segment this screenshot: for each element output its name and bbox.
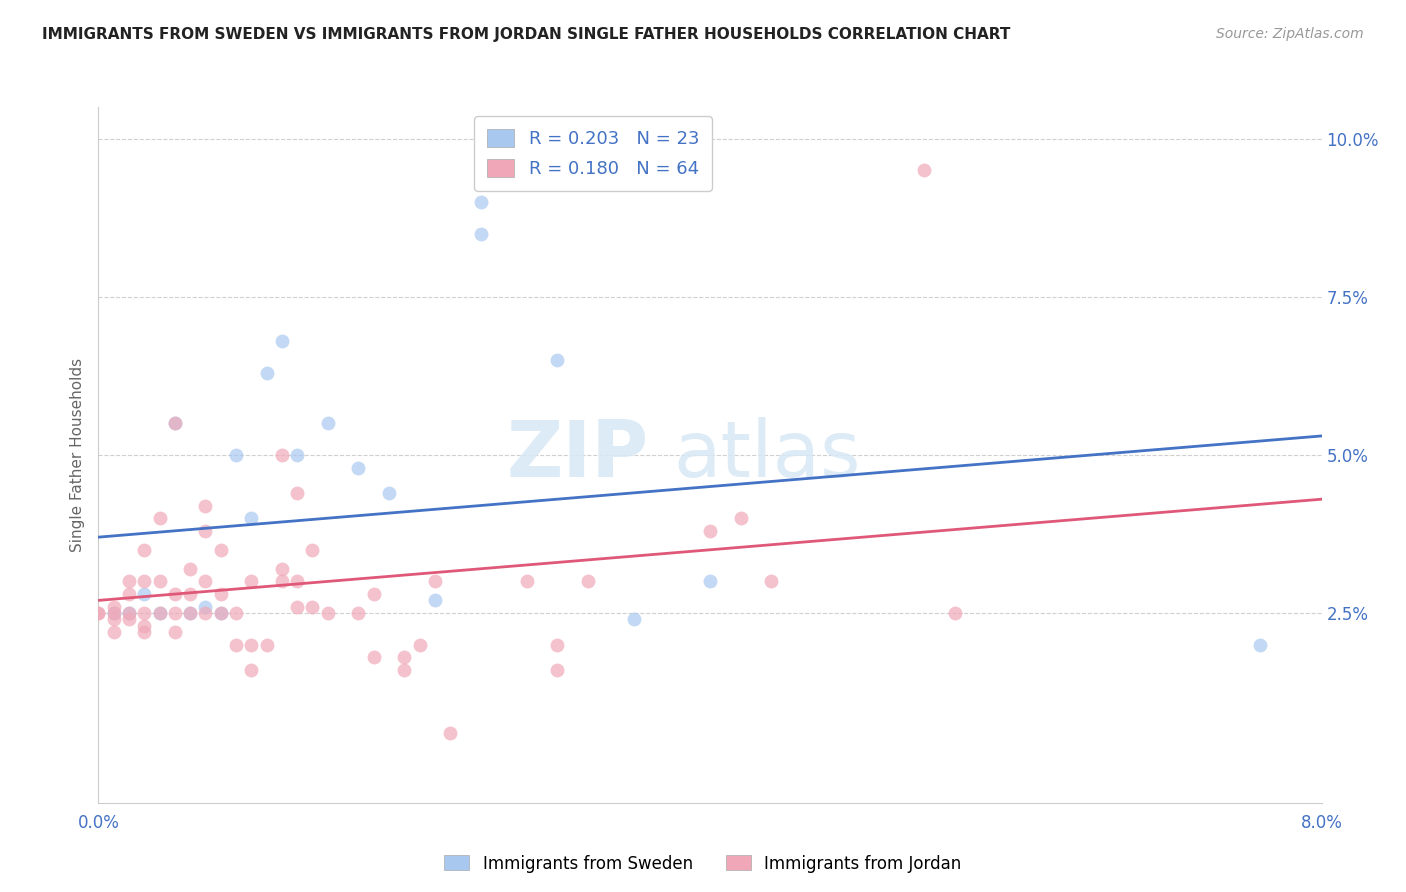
Text: Source: ZipAtlas.com: Source: ZipAtlas.com bbox=[1216, 27, 1364, 41]
Point bbox=[134, 574, 156, 589]
Point bbox=[270, 334, 294, 348]
Point bbox=[285, 599, 308, 614]
Point bbox=[103, 599, 125, 614]
Point bbox=[392, 650, 416, 665]
Point bbox=[546, 638, 568, 652]
Point bbox=[285, 486, 308, 500]
Legend: Immigrants from Sweden, Immigrants from Jordan: Immigrants from Sweden, Immigrants from … bbox=[437, 848, 969, 880]
Point bbox=[149, 511, 172, 525]
Point bbox=[134, 625, 156, 640]
Point bbox=[225, 606, 247, 620]
Text: atlas: atlas bbox=[673, 417, 860, 493]
Point bbox=[103, 625, 125, 640]
Text: IMMIGRANTS FROM SWEDEN VS IMMIGRANTS FROM JORDAN SINGLE FATHER HOUSEHOLDS CORREL: IMMIGRANTS FROM SWEDEN VS IMMIGRANTS FRO… bbox=[42, 27, 1011, 42]
Y-axis label: Single Father Households: Single Father Households bbox=[69, 358, 84, 552]
Point bbox=[225, 448, 247, 462]
Point bbox=[240, 663, 263, 677]
Point bbox=[179, 587, 201, 601]
Point bbox=[149, 574, 172, 589]
Point bbox=[87, 606, 110, 620]
Point bbox=[209, 606, 232, 620]
Point bbox=[470, 227, 492, 241]
Text: ZIP: ZIP bbox=[506, 417, 650, 493]
Point bbox=[179, 606, 201, 620]
Point bbox=[347, 606, 370, 620]
Point bbox=[699, 574, 721, 589]
Point bbox=[163, 625, 186, 640]
Point bbox=[1249, 638, 1271, 652]
Point bbox=[408, 638, 430, 652]
Point bbox=[623, 612, 645, 626]
Point bbox=[363, 587, 385, 601]
Point bbox=[118, 612, 141, 626]
Point bbox=[194, 606, 217, 620]
Point bbox=[194, 499, 217, 513]
Point bbox=[730, 511, 752, 525]
Point bbox=[209, 542, 232, 557]
Point bbox=[546, 353, 568, 368]
Point bbox=[576, 574, 599, 589]
Point bbox=[118, 574, 141, 589]
Point bbox=[179, 562, 201, 576]
Point bbox=[194, 599, 217, 614]
Point bbox=[87, 606, 110, 620]
Point bbox=[118, 587, 141, 601]
Point bbox=[270, 574, 294, 589]
Point bbox=[285, 574, 308, 589]
Point bbox=[118, 606, 141, 620]
Point bbox=[103, 606, 125, 620]
Point bbox=[301, 599, 323, 614]
Point bbox=[301, 542, 323, 557]
Point bbox=[179, 606, 201, 620]
Point bbox=[163, 587, 186, 601]
Point bbox=[912, 163, 935, 178]
Point bbox=[103, 606, 125, 620]
Point bbox=[378, 486, 401, 500]
Point bbox=[118, 606, 141, 620]
Point bbox=[256, 638, 278, 652]
Point bbox=[256, 366, 278, 380]
Point bbox=[134, 618, 156, 632]
Point bbox=[103, 612, 125, 626]
Point bbox=[347, 460, 370, 475]
Point bbox=[759, 574, 782, 589]
Point bbox=[149, 606, 172, 620]
Point bbox=[163, 417, 186, 431]
Point bbox=[134, 587, 156, 601]
Point bbox=[225, 638, 247, 652]
Point bbox=[240, 638, 263, 652]
Point bbox=[363, 650, 385, 665]
Point bbox=[134, 606, 156, 620]
Point bbox=[240, 574, 263, 589]
Point bbox=[316, 606, 339, 620]
Point bbox=[423, 593, 446, 607]
Point bbox=[209, 587, 232, 601]
Legend: R = 0.203   N = 23, R = 0.180   N = 64: R = 0.203 N = 23, R = 0.180 N = 64 bbox=[474, 116, 711, 191]
Point bbox=[270, 562, 294, 576]
Point bbox=[285, 448, 308, 462]
Point bbox=[163, 606, 186, 620]
Point bbox=[392, 663, 416, 677]
Point bbox=[134, 542, 156, 557]
Point bbox=[943, 606, 966, 620]
Point bbox=[194, 524, 217, 538]
Point bbox=[546, 663, 568, 677]
Point bbox=[470, 194, 492, 209]
Point bbox=[240, 511, 263, 525]
Point bbox=[209, 606, 232, 620]
Point bbox=[516, 574, 538, 589]
Point bbox=[270, 448, 294, 462]
Point bbox=[423, 574, 446, 589]
Point bbox=[149, 606, 172, 620]
Point bbox=[163, 417, 186, 431]
Point bbox=[316, 417, 339, 431]
Point bbox=[439, 726, 461, 740]
Point bbox=[699, 524, 721, 538]
Point bbox=[194, 574, 217, 589]
